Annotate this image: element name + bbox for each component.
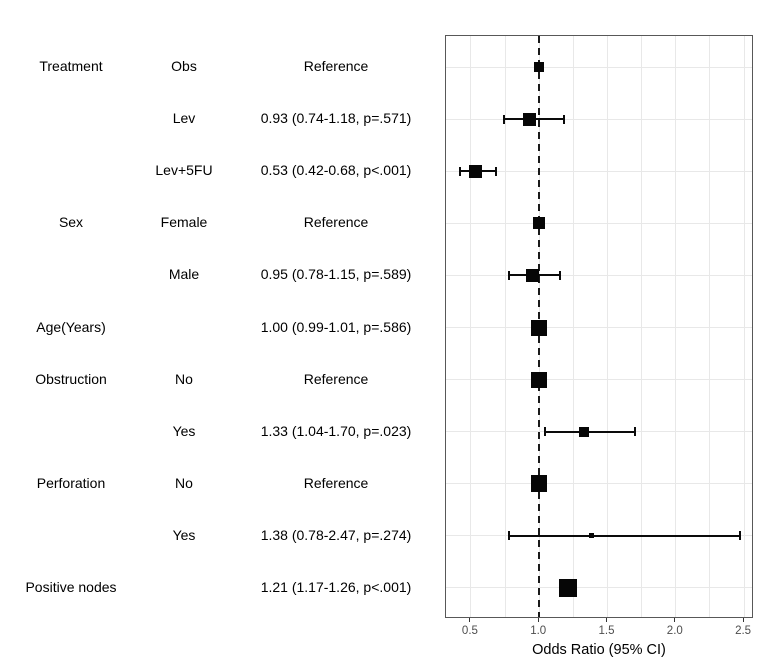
horizontal-gridline	[446, 274, 752, 276]
vertical-gridline	[504, 36, 506, 617]
error-bar-cap-right	[558, 270, 561, 280]
row-estimate-text: 0.93 (0.74-1.18, p=.571)	[260, 110, 412, 127]
axis-tick-label: 1.0	[530, 625, 547, 637]
row-estimate-text: 0.53 (0.42-0.68, p<.001)	[260, 162, 412, 179]
horizontal-gridline	[446, 118, 752, 120]
row-level-label: Lev+5FU	[155, 162, 213, 179]
axis-tick	[537, 618, 539, 622]
row-estimate-text: 1.38 (0.78-2.47, p=.274)	[260, 526, 412, 543]
error-bar-cap-left	[508, 270, 511, 280]
vertical-gridline	[709, 36, 711, 617]
error-bar-cap-left	[543, 427, 546, 437]
error-bar	[509, 534, 740, 537]
error-bar-cap-right	[633, 427, 636, 437]
reference-square-marker	[533, 61, 545, 73]
row-estimate-text: Reference	[303, 370, 369, 387]
row-estimate-text: Reference	[303, 58, 369, 75]
row-variable-label: Obstruction	[35, 370, 107, 387]
row-level-label: Obs	[171, 58, 197, 75]
axis-tick-label: 0.5	[461, 625, 478, 637]
row-level-label: Female	[160, 214, 208, 231]
error-bar-cap-left	[508, 531, 511, 541]
row-estimate-text: Reference	[303, 474, 369, 491]
row-variable-label: Treatment	[39, 58, 103, 75]
vertical-gridline	[572, 36, 574, 617]
row-level-label: Lev	[172, 110, 196, 127]
reference-square-marker	[530, 475, 548, 492]
error-bar	[544, 430, 635, 433]
horizontal-gridline	[446, 379, 752, 381]
x-axis-title: Odds Ratio (95% CI)	[532, 642, 666, 658]
row-estimate-text: 1.00 (0.99-1.01, p=.586)	[260, 318, 412, 335]
horizontal-gridline	[446, 170, 752, 172]
axis-tick	[606, 618, 607, 622]
vertical-gridline	[641, 36, 643, 617]
or-square-marker	[531, 319, 548, 336]
reference-square-marker	[531, 371, 548, 388]
axis-tick-label: 2.0	[666, 625, 683, 637]
axis-tick-label: 2.5	[735, 625, 752, 637]
vertical-gridline	[607, 36, 608, 617]
or-square-marker	[468, 164, 482, 178]
row-level-label: No	[175, 474, 193, 491]
or-square-marker	[579, 426, 590, 437]
or-square-marker	[558, 578, 577, 597]
axis-tick	[469, 618, 471, 622]
vertical-gridline	[470, 36, 472, 617]
row-level-label: Yes	[172, 422, 196, 439]
horizontal-gridline	[446, 483, 752, 485]
or-square-marker	[588, 533, 594, 539]
horizontal-gridline	[446, 66, 752, 68]
vertical-gridline	[675, 36, 677, 617]
reference-square-marker	[533, 217, 546, 230]
row-variable-label: Positive nodes	[25, 578, 117, 595]
error-bar-cap-right	[739, 531, 741, 541]
row-estimate-text: 0.95 (0.78-1.15, p=.589)	[260, 266, 412, 283]
horizontal-gridline	[446, 222, 752, 224]
error-bar-cap-right	[494, 166, 497, 176]
row-estimate-text: 1.33 (1.04-1.70, p=.023)	[260, 422, 412, 439]
row-estimate-text: 1.21 (1.17-1.26, p<.001)	[260, 578, 412, 595]
horizontal-gridline	[446, 327, 752, 328]
forest-plot-panel	[445, 35, 753, 618]
or-square-marker	[523, 113, 536, 126]
error-bar-cap-left	[502, 114, 505, 124]
axis-tick	[674, 618, 676, 622]
row-level-label: Yes	[172, 526, 196, 543]
row-variable-label: Perforation	[36, 474, 106, 491]
or-square-marker	[525, 268, 539, 282]
row-variable-label: Age(Years)	[36, 318, 106, 335]
row-level-label: No	[175, 370, 193, 387]
row-variable-label: Sex	[58, 214, 84, 231]
row-estimate-text: Reference	[303, 214, 369, 231]
horizontal-gridline	[446, 587, 752, 589]
axis-tick-label: 1.5	[598, 625, 615, 637]
error-bar-cap-right	[562, 114, 565, 124]
vertical-gridline	[743, 36, 745, 617]
axis-tick	[742, 618, 744, 622]
error-bar-cap-left	[459, 166, 461, 176]
row-level-label: Male	[168, 266, 200, 283]
